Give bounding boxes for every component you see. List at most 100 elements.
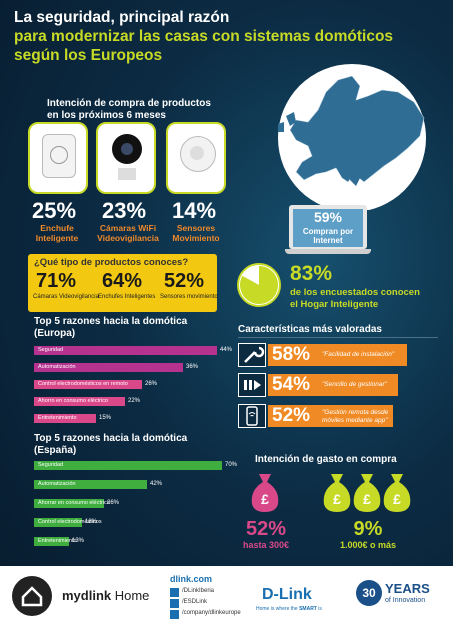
- product-type-label-2: Enchufes Inteligentes: [98, 294, 156, 300]
- europe-bar-4: Ahorro en consumo eléctrico: [34, 397, 125, 406]
- product-types-box: ¿Qué tipo de productos conoces? 71% Cáma…: [28, 254, 218, 312]
- europe-bar-1: Seguridad: [34, 346, 217, 355]
- europe-bar-value-3: 26%: [145, 381, 158, 387]
- money-bag-green-icon-3: £: [380, 470, 414, 514]
- wifi-camera-image: [96, 122, 156, 194]
- camera-label-1: Cámaras WiFi: [99, 223, 157, 233]
- internet-label-1: Compran por: [302, 227, 354, 236]
- feature-pct-1: 58%: [272, 344, 311, 365]
- camera-pct: 23%: [102, 198, 147, 223]
- feature-bar-1: [268, 344, 407, 366]
- europe-title-2: (Europa): [34, 328, 76, 339]
- smart-home-text-1: de los encuestados conocen: [290, 287, 420, 298]
- feature-pct-2: 54%: [272, 374, 311, 395]
- years-badge: 30: [356, 580, 382, 606]
- europe-title-1: Top 5 razones hacia la domótica: [34, 316, 188, 327]
- product-types-title: ¿Qué tipo de productos conoces?: [34, 257, 189, 268]
- purchase-heading-2: en los próximos 6 meses: [47, 110, 166, 121]
- purchase-heading-1: Intención de compra de productos: [47, 98, 211, 109]
- spain-bar-value-5: 13%: [72, 538, 85, 544]
- feature-text-3: "Gestión remota desde móviles mediante a…: [322, 409, 404, 425]
- europe-bar-3: Control electrodomésticos en remoto: [34, 380, 142, 389]
- twitter-icon: [170, 599, 179, 608]
- spain-bar-value-1: 70%: [225, 462, 238, 468]
- europe-map-graphic: [278, 64, 426, 212]
- laptop-graphic: [285, 205, 371, 255]
- feature-bar-2: [268, 374, 398, 396]
- linkedin-icon: [170, 610, 179, 619]
- dlink-tagline: Home is where the SMART is: [256, 606, 322, 612]
- svg-text:£: £: [393, 491, 401, 507]
- title-line-3: según los Europeos: [14, 47, 163, 64]
- plug-pct: 25%: [32, 198, 77, 223]
- features-divider: [238, 337, 438, 338]
- facebook-icon: [170, 588, 179, 597]
- spain-title-1: Top 5 razones hacia la domótica: [34, 433, 188, 444]
- feature-pct-3: 52%: [272, 405, 311, 426]
- europe-bar-2: Automatización: [34, 363, 183, 372]
- camera-label-2: Videovigilancia: [97, 233, 159, 243]
- features-title: Características más valoradas: [238, 324, 382, 335]
- spain-bar-3: Ahorrar en consumo eléctrico: [34, 499, 110, 508]
- footer: mydlink Home dlink.com /DLinkIberia /ESD…: [0, 566, 453, 640]
- mydlink-brand: mydlink Home: [62, 588, 149, 603]
- spain-bar-2: Automatización: [34, 480, 147, 489]
- money-bag-pink-icon: £: [248, 470, 282, 514]
- product-type-label-1: Cámaras Videovigilancia: [33, 294, 99, 300]
- spain-bar-value-3: 26%: [107, 500, 120, 506]
- svg-text:£: £: [333, 491, 341, 507]
- spending-pct-1: 52%: [245, 518, 287, 540]
- smart-home-pct: 83%: [290, 262, 333, 285]
- spending-title: Intención de gasto en compra: [255, 454, 397, 465]
- spending-label-2: 1.000€ o más: [339, 540, 397, 550]
- play-pause-icon: [238, 373, 266, 397]
- social-link-2[interactable]: /ESDLink: [182, 599, 208, 605]
- spain-bar-4: Control electrodomésticos: [34, 518, 102, 527]
- spain-bar-chart: Seguridad 70% Automatización 42% Ahorrar en …: [34, 461, 238, 555]
- spain-bar-5: Entretenimiento: [34, 537, 77, 546]
- spain-bar-value-2: 42%: [150, 481, 163, 487]
- spending-pct-2: 9%: [353, 518, 383, 540]
- internet-pct: 59%: [313, 209, 343, 225]
- site-link[interactable]: dlink.com: [170, 574, 213, 584]
- europe-bar-5: Entretenimiento: [34, 414, 96, 423]
- feature-text-2: "Sencillo de gestionar": [322, 381, 387, 388]
- years-sub: of Innovation: [385, 597, 426, 604]
- sensor-label-2: Movimiento: [172, 233, 220, 243]
- money-bag-green-icon-1: £: [320, 470, 354, 514]
- feature-text-3-line-2: móviles mediante app": [322, 417, 388, 424]
- product-type-pct-2: 64%: [102, 270, 143, 292]
- europe-bar-value-5: 15%: [99, 415, 112, 421]
- mydlink-brand-rest: Home: [111, 588, 150, 603]
- smart-home-pie: [236, 262, 282, 308]
- title-line-1: La seguridad, principal razón: [14, 9, 230, 26]
- smart-home-text-2: el Hogar Inteligente: [290, 299, 379, 310]
- page-title: La seguridad, principal razón para moder…: [14, 8, 444, 65]
- product-type-pct-1: 71%: [36, 270, 77, 292]
- product-type-pct-3: 52%: [164, 270, 205, 292]
- mydlink-brand-bold: mydlink: [62, 588, 112, 603]
- spending-label-1: hasta 300€: [242, 540, 290, 550]
- spain-bar-1: Seguridad: [34, 461, 222, 470]
- europe-bar-value-1: 44%: [220, 347, 233, 353]
- svg-text:£: £: [363, 491, 371, 507]
- europe-bar-chart: Seguridad 44% Automatización 36% Control ele…: [34, 346, 234, 426]
- europe-bar-value-4: 22%: [128, 398, 141, 404]
- product-type-label-3: Sensores movimiento: [160, 294, 218, 300]
- feature-text-1: "Facilidad de instalación": [322, 351, 395, 358]
- social-link-1[interactable]: /DLinkIberia: [182, 588, 215, 594]
- phone-wifi-icon: [238, 404, 266, 428]
- motion-sensor-image: [166, 122, 226, 194]
- sensor-pct: 14%: [172, 198, 217, 223]
- pie-chart-icon: [237, 263, 281, 307]
- spain-title-2: (España): [34, 445, 77, 456]
- plug-label-2: Inteligente: [35, 233, 79, 243]
- europe-bar-value-2: 36%: [186, 364, 199, 370]
- currency-symbol: £: [261, 491, 269, 507]
- years-word: YEARS: [385, 581, 430, 596]
- social-link-3[interactable]: /company/dlinkeurope: [182, 610, 241, 616]
- feature-text-3-line-1: "Gestión remota desde: [322, 409, 389, 416]
- internet-label-2: Internet: [313, 236, 343, 245]
- europe-map: [256, 62, 448, 212]
